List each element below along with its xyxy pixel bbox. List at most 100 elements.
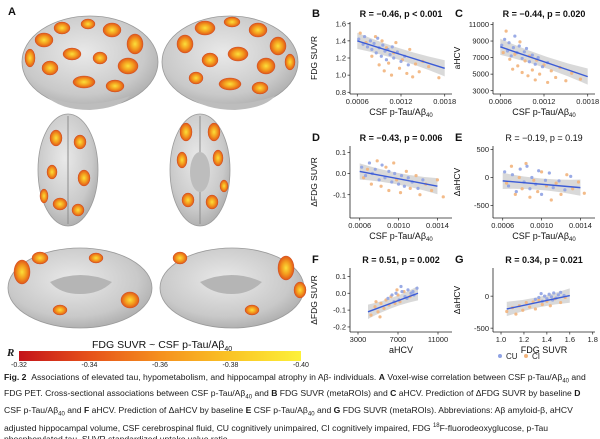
point-cu <box>563 188 567 192</box>
panel-letter: F <box>312 254 319 266</box>
point-ci <box>526 74 530 78</box>
point-cu <box>520 56 524 61</box>
point-ci <box>571 187 575 191</box>
point-ci <box>379 184 383 188</box>
y-axis-label: FDG SUVR <box>309 36 319 80</box>
point-cu <box>527 60 532 64</box>
point-ci <box>382 306 386 311</box>
point-ci <box>375 159 379 163</box>
x-tick-label: 0.0006 <box>346 97 369 106</box>
point-cu <box>399 59 403 64</box>
point-cu <box>503 170 507 174</box>
point-cu <box>536 55 540 60</box>
point-cu <box>552 291 556 295</box>
point-cu <box>518 167 522 171</box>
point-ci <box>392 161 396 165</box>
point-cu <box>390 180 394 184</box>
colorbar-tick-label: -0.36 <box>152 362 168 369</box>
point-cu <box>396 182 401 186</box>
point-ci <box>505 309 509 314</box>
point-cu <box>386 296 390 300</box>
fit-line <box>367 292 419 313</box>
y-axis-label: ΔFDG SUVR <box>309 157 319 207</box>
point-ci <box>528 305 532 309</box>
point-ci <box>418 193 422 197</box>
point-cu <box>390 293 394 297</box>
point-cu <box>530 175 534 180</box>
point-cu <box>507 41 511 45</box>
point-ci <box>576 180 581 184</box>
point-ci <box>379 301 383 305</box>
point-cu <box>547 292 551 296</box>
y-tick-label: -500 <box>474 324 489 333</box>
point-ci <box>501 51 505 55</box>
point-cu <box>549 295 554 299</box>
x-axis-label: CSF p-Tau/Aβ40 <box>369 231 433 243</box>
point-ci <box>408 47 412 52</box>
point-ci <box>559 192 563 196</box>
y-tick-label: 5000 <box>472 70 489 79</box>
point-cu <box>537 169 541 173</box>
point-ci <box>384 165 388 169</box>
scatter-panel-d: D R = −0.43, p = 0.006 0.0006 0.0010 0.0014 -… <box>309 132 452 243</box>
point-cu <box>506 184 511 188</box>
point-cu <box>393 171 397 176</box>
point-ci <box>414 174 418 178</box>
x-tick-label: 0.0006 <box>489 97 512 106</box>
point-ci <box>365 167 370 171</box>
point-cu <box>545 297 549 301</box>
point-ci <box>505 181 509 185</box>
point-ci <box>546 80 550 85</box>
point-ci <box>387 188 391 193</box>
point-ci <box>380 39 384 43</box>
stat-label: R = −0.43, p = 0.006 <box>360 133 443 143</box>
point-ci <box>508 57 512 61</box>
point-ci <box>514 312 518 316</box>
x-axis-label: aHCV <box>389 345 413 355</box>
point-cu <box>367 161 372 165</box>
y-tick-label: 11000 <box>469 20 489 29</box>
y-axis-label: ΔFDG SUVR <box>309 275 319 325</box>
point-cu <box>394 291 398 295</box>
point-cu <box>380 163 384 167</box>
colorbar-title: FDG SUVR ~ CSF p-Tau/Aβ40 <box>92 339 233 354</box>
point-ci <box>378 315 382 319</box>
x-tick-label: 7000 <box>390 335 407 344</box>
fit-line <box>357 40 445 69</box>
point-ci <box>532 178 536 182</box>
y-tick-label: 0.0 <box>336 169 346 178</box>
point-cu <box>400 289 404 294</box>
point-cu <box>511 46 515 50</box>
brain-dorsal <box>37 113 99 227</box>
point-ci <box>441 195 445 199</box>
colorbar-r-label: R <box>7 347 15 359</box>
y-tick-label: 1.0 <box>336 71 346 80</box>
point-ci <box>369 313 373 317</box>
point-cu <box>379 54 383 58</box>
point-cu <box>569 174 573 178</box>
point-ci <box>417 70 421 74</box>
point-cu <box>517 44 521 48</box>
point-ci <box>537 298 541 302</box>
scatter-panel-f: F R = 0.51, p = 0.002 3000 7000 11000 -0.2 -0.… <box>309 254 452 355</box>
point-cu <box>556 293 560 297</box>
point-ci <box>565 173 569 177</box>
legend-cu-swatch <box>498 354 502 358</box>
y-tick-label: 0 <box>485 292 489 301</box>
point-cu <box>362 34 367 39</box>
point-ci <box>387 61 391 65</box>
point-cu <box>503 37 507 41</box>
legend-ci-swatch <box>524 354 528 358</box>
point-cu <box>399 174 404 178</box>
colorbar-ticks: -0.32 -0.34 -0.36 -0.38 -0.40 <box>11 362 309 372</box>
point-ci <box>374 300 378 304</box>
colorbar-tick-label: -0.40 <box>293 362 309 369</box>
scatter-panel-b: B R = −0.46, p < 0.001 0.0006 0.0012 0.0018 0… <box>309 8 456 119</box>
point-ci <box>513 52 517 56</box>
y-axis-label: aHCV <box>452 46 462 69</box>
legend-ci-label: CI <box>532 352 540 361</box>
point-ci <box>362 176 366 180</box>
colorbar-tick-label: -0.32 <box>11 362 27 369</box>
x-tick-label: 0.0014 <box>569 221 592 230</box>
stat-label: R = 0.34, p = 0.021 <box>505 255 583 265</box>
